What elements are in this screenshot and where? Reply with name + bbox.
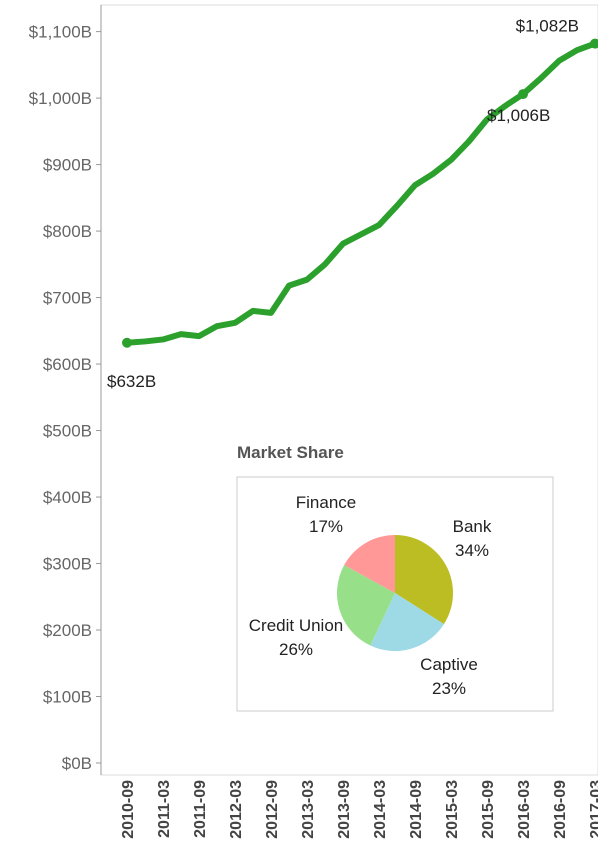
pie-slice (395, 535, 453, 625)
inset-title: Market Share (237, 443, 344, 462)
x-tick-label: 2011-03 (156, 780, 173, 838)
pie-slice (337, 565, 395, 646)
x-tick-label: 2012-03 (228, 780, 245, 839)
x-tick-label: 2014-03 (372, 780, 389, 839)
pie-category-label: Bank (453, 517, 492, 536)
y-tick-label: $400B (43, 488, 92, 507)
x-tick-label: 2015-09 (480, 780, 497, 839)
x-tick-label: 2010-09 (120, 780, 137, 839)
y-tick-label: $200B (43, 621, 92, 640)
y-tick-label: $1,000B (29, 89, 92, 108)
y-tick-label: $900B (43, 156, 92, 175)
pie-category-label: Finance (296, 493, 356, 512)
point (122, 337, 132, 348)
y-tick-label: $800B (43, 222, 92, 241)
data-label: $632B (107, 372, 156, 391)
pie-value-label: 23% (432, 679, 466, 698)
data-label: $1,006B (487, 106, 550, 125)
y-tick-label: $300B (43, 555, 92, 574)
y-tick-label: $700B (43, 289, 92, 308)
pie-value-label: 26% (279, 640, 313, 659)
line (126, 40, 597, 346)
pie-category-label: Captive (420, 655, 478, 674)
x-tick-label: 2013-03 (300, 780, 317, 839)
y-tick-label: $500B (43, 422, 92, 441)
x-tick-label: 2017-03 (588, 780, 598, 839)
pie-slice (344, 535, 395, 593)
x-tick-label: 2016-09 (552, 780, 569, 839)
x-tick-label: 2013-09 (336, 780, 353, 839)
pie-value-label: 34% (455, 541, 489, 560)
point (518, 89, 528, 100)
data-label: $1,082B (516, 17, 579, 36)
pie-category-label: Credit Union (249, 616, 344, 635)
y-tick-label: $0B (62, 754, 92, 773)
x-tick-label: 2014-09 (408, 780, 425, 839)
y-tick-label: $600B (43, 355, 92, 374)
pie-value-label: 17% (309, 517, 343, 536)
x-tick-label: 2015-03 (444, 780, 461, 839)
x-tick-label: 2011-09 (192, 780, 209, 838)
point (590, 38, 598, 49)
x-tick-label: 2012-09 (264, 780, 281, 839)
x-tick-label: 2016-03 (516, 780, 533, 839)
y-tick-label: $100B (43, 688, 92, 707)
y-tick-label: $1,100B (29, 23, 92, 42)
pie-slice (370, 593, 444, 651)
